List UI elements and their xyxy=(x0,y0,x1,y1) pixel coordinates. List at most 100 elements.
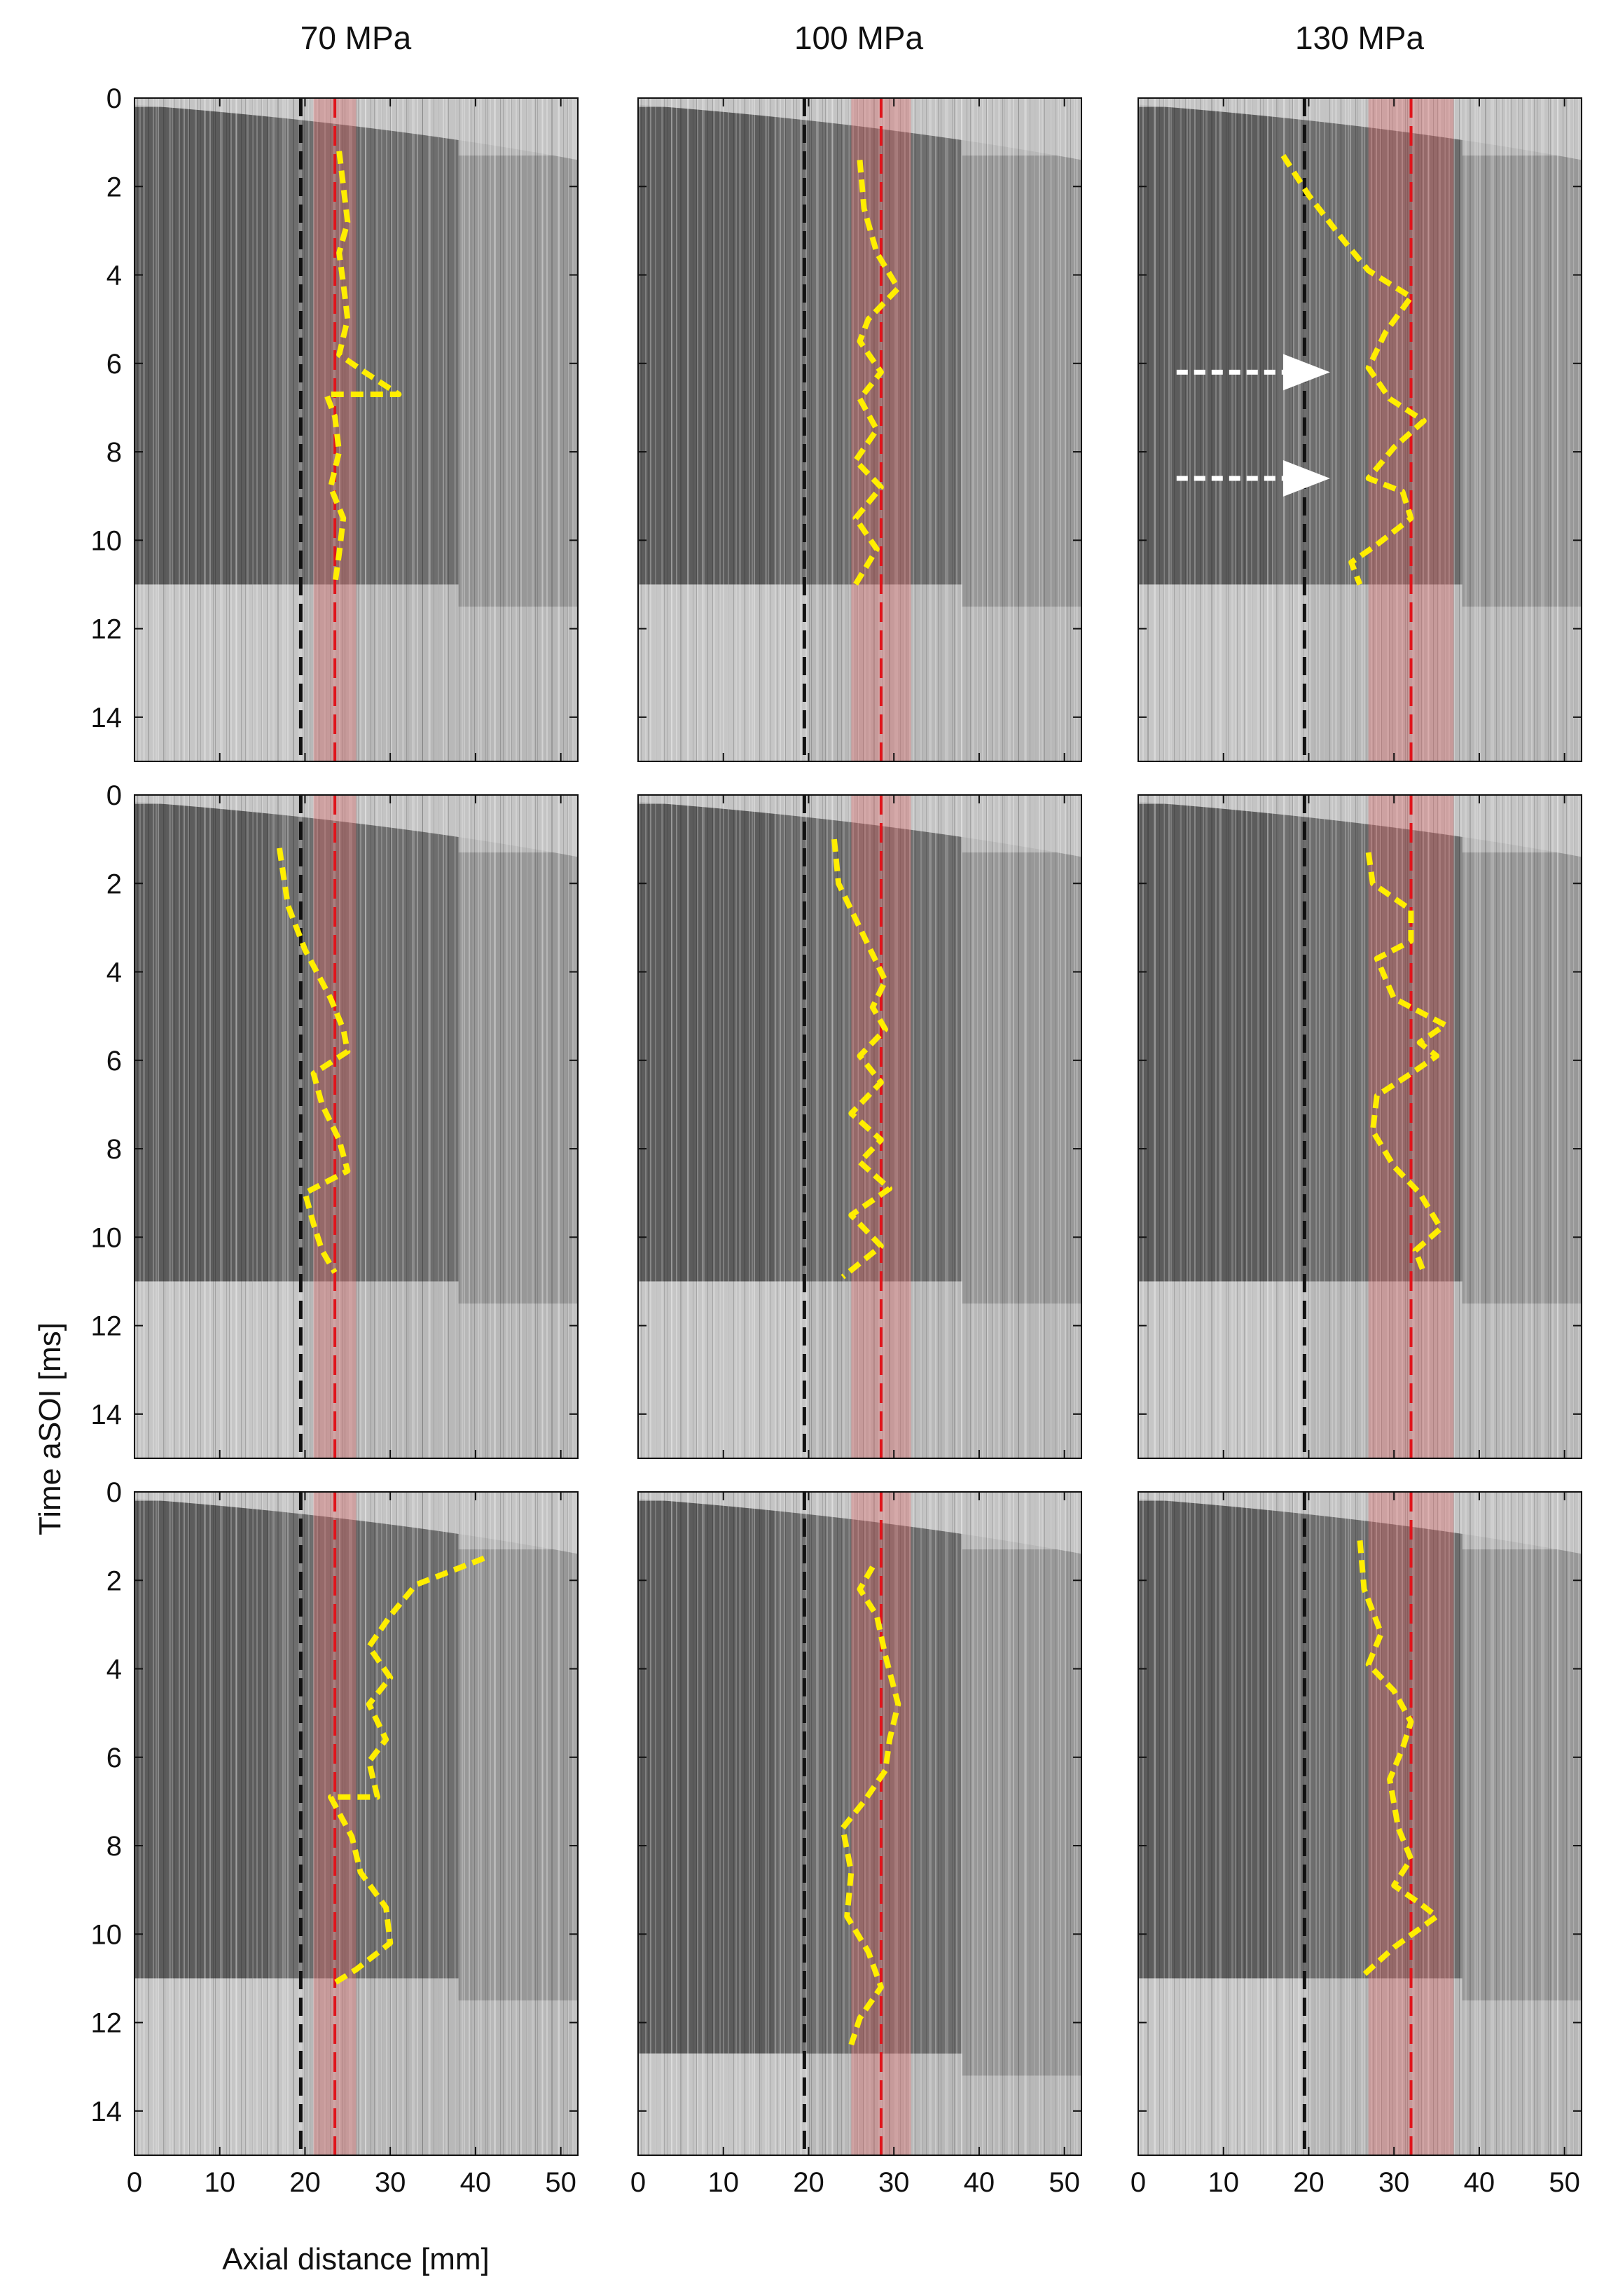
x-tick-label: 50 xyxy=(1049,2167,1080,2198)
panel-image xyxy=(638,1492,1081,2155)
liftoff-band xyxy=(1368,98,1454,761)
y-tick-label: 0 xyxy=(106,780,122,811)
y-tick-label: 4 xyxy=(106,957,122,988)
y-tick-label: 8 xyxy=(106,1134,122,1165)
panel-r0-c2 xyxy=(1138,97,1582,762)
panel-frame xyxy=(134,794,579,1459)
x-tick-label: 10 xyxy=(1208,2167,1239,2198)
liftoff-trace xyxy=(852,160,901,586)
x-tick-label: 40 xyxy=(964,2167,995,2198)
image-streaks-fine xyxy=(638,795,1081,1458)
panel-frame xyxy=(637,1491,1082,2156)
panel-r1-c2 xyxy=(1138,794,1582,1459)
white-arrow-head xyxy=(1282,459,1330,497)
panel-image xyxy=(1138,795,1582,1458)
x-tick-label: 30 xyxy=(375,2167,406,2198)
panel-r2-c1: 0 10 20 30 40 50 xyxy=(630,1491,1082,2198)
y-tick-label: 12 xyxy=(91,614,123,645)
panel-image xyxy=(134,795,578,1458)
x-tick-label: 10 xyxy=(707,2167,739,2198)
panel-frame xyxy=(637,97,1082,762)
panel-image xyxy=(1138,1492,1582,2155)
x-tick-label: 0 xyxy=(630,2167,646,2198)
y-tick-label: 6 xyxy=(106,1743,122,1773)
image-streaks-fine xyxy=(1138,795,1582,1458)
panel-r2-c2: 0 10 20 30 40 50 xyxy=(1130,1491,1582,2198)
image-streaks-fine xyxy=(134,98,578,761)
panel-frame xyxy=(637,794,1082,1459)
y-tick-label: 0 xyxy=(106,83,122,114)
liftoff-band xyxy=(851,98,911,761)
y-tick-label: 8 xyxy=(106,1831,122,1862)
y-tick-label: 14 xyxy=(91,1399,123,1430)
y-tick-label: 10 xyxy=(91,525,123,556)
y-tick-label: 10 xyxy=(91,1919,123,1950)
panel-image xyxy=(638,98,1081,761)
liftoff-trace xyxy=(276,848,351,1274)
x-tick-label: 30 xyxy=(878,2167,910,2198)
y-tick-label: 2 xyxy=(106,869,122,899)
liftoff-trace xyxy=(1280,153,1427,586)
panel-r0-c0: 0 2 4 6 8 10 12 14 xyxy=(91,83,579,762)
x-tick-label: 20 xyxy=(289,2167,321,2198)
image-streaks-fine xyxy=(1138,98,1582,761)
panel-grid: 0 2 4 6 8 10 12 14 0 2 4 6 8 10 12 14 0 10 20 30 40 50 0 2 4 6 8 10… xyxy=(91,83,1582,2198)
panel-r2-c0: 0 10 20 30 40 50 0 2 4 6 8 10 12 14 xyxy=(91,1477,579,2198)
column-title-130: 130 MPa xyxy=(1295,20,1425,56)
panel-frame xyxy=(1138,1491,1582,2156)
image-streaks-fine xyxy=(638,98,1081,761)
y-tick-label: 12 xyxy=(91,1311,123,1342)
y-tick-label: 2 xyxy=(106,172,122,202)
y-tick-label: 12 xyxy=(91,2008,123,2039)
image-streaks-fine xyxy=(134,1492,578,2155)
image-streaks-fine xyxy=(1138,1492,1582,2155)
x-tick-label: 50 xyxy=(1549,2167,1580,2198)
x-tick-label: 20 xyxy=(793,2167,824,2198)
panel-frame xyxy=(134,1491,579,2156)
y-tick-label: 4 xyxy=(106,1654,122,1685)
x-tick-label: 0 xyxy=(1130,2167,1146,2198)
x-tick-label: 50 xyxy=(545,2167,576,2198)
image-streaks-fine xyxy=(638,1492,1081,2155)
column-title-100: 100 MPa xyxy=(794,20,924,56)
y-tick-label: 0 xyxy=(106,1477,122,1508)
x-axis-label: Axial distance [mm] xyxy=(222,2242,489,2276)
image-streaks-fine xyxy=(134,795,578,1458)
y-tick-label: 8 xyxy=(106,437,122,468)
y-tick-label: 2 xyxy=(106,1565,122,1596)
liftoff-band xyxy=(851,795,911,1458)
x-tick-label: 40 xyxy=(460,2167,492,2198)
y-tick-label: 10 xyxy=(91,1222,123,1253)
white-arrow-head xyxy=(1282,354,1330,391)
y-tick-label: 6 xyxy=(106,1046,122,1077)
panel-image xyxy=(134,1492,578,2155)
x-tick-label: 30 xyxy=(1378,2167,1410,2198)
y-axis-label: Time aSOI [ms] xyxy=(33,1322,67,1535)
liftoff-trace xyxy=(323,151,402,586)
column-titles: 70 MPa 100 MPa 130 MPa xyxy=(300,20,1425,56)
panel-frame xyxy=(1138,794,1582,1459)
liftoff-band xyxy=(1368,1492,1454,2155)
y-tick-label: 6 xyxy=(106,349,122,380)
column-title-70: 70 MPa xyxy=(300,20,412,56)
liftoff-band xyxy=(851,1492,911,2155)
x-tick-label: 20 xyxy=(1293,2167,1325,2198)
x-tick-label: 10 xyxy=(204,2167,235,2198)
panel-r0-c1 xyxy=(637,97,1082,762)
y-tick-label: 14 xyxy=(91,703,123,733)
liftoff-band xyxy=(1368,795,1454,1458)
liftoff-trace xyxy=(840,1565,901,2046)
panel-image xyxy=(134,98,578,761)
panel-image xyxy=(1138,98,1582,761)
liftoff-band xyxy=(313,98,357,761)
panel-frame xyxy=(1138,97,1582,762)
panel-r1-c0: 0 2 4 6 8 10 12 14 xyxy=(91,780,579,1459)
panel-frame xyxy=(134,97,579,762)
panel-image xyxy=(638,795,1081,1458)
liftoff-trace xyxy=(328,1555,485,1986)
panel-r1-c1 xyxy=(637,794,1082,1459)
x-tick-label: 40 xyxy=(1464,2167,1495,2198)
y-tick-label: 14 xyxy=(91,2096,123,2127)
liftoff-band xyxy=(313,1492,357,2155)
